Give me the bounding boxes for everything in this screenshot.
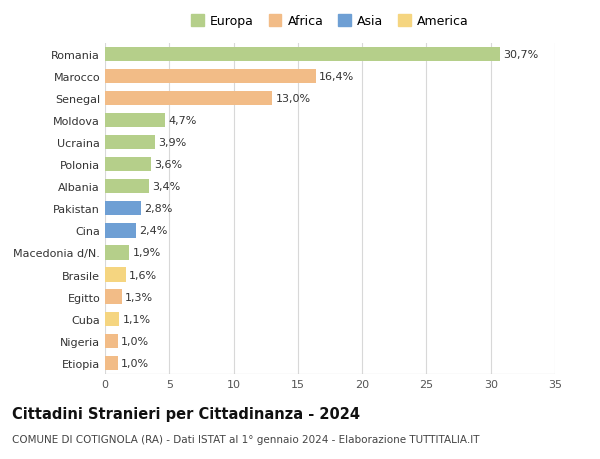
Bar bbox=[105, 356, 118, 370]
Text: 1,9%: 1,9% bbox=[133, 248, 161, 258]
Text: 1,0%: 1,0% bbox=[121, 336, 149, 346]
Text: 4,7%: 4,7% bbox=[169, 116, 197, 126]
Text: 3,6%: 3,6% bbox=[155, 160, 182, 170]
Text: 1,6%: 1,6% bbox=[129, 270, 157, 280]
Bar bbox=[105, 268, 125, 282]
Bar bbox=[105, 69, 316, 84]
Bar bbox=[105, 157, 151, 172]
Bar bbox=[105, 135, 155, 150]
Bar bbox=[105, 202, 141, 216]
Text: 13,0%: 13,0% bbox=[275, 94, 310, 104]
Text: Cittadini Stranieri per Cittadinanza - 2024: Cittadini Stranieri per Cittadinanza - 2… bbox=[12, 406, 360, 421]
Bar bbox=[105, 179, 149, 194]
Bar bbox=[105, 290, 122, 304]
Bar bbox=[105, 91, 272, 106]
Bar bbox=[105, 312, 119, 326]
Bar bbox=[105, 113, 166, 128]
Text: 16,4%: 16,4% bbox=[319, 72, 355, 82]
Text: 2,4%: 2,4% bbox=[139, 226, 167, 236]
Legend: Europa, Africa, Asia, America: Europa, Africa, Asia, America bbox=[188, 13, 472, 31]
Text: 3,4%: 3,4% bbox=[152, 182, 180, 192]
Text: 3,9%: 3,9% bbox=[158, 138, 187, 148]
Text: COMUNE DI COTIGNOLA (RA) - Dati ISTAT al 1° gennaio 2024 - Elaborazione TUTTITAL: COMUNE DI COTIGNOLA (RA) - Dati ISTAT al… bbox=[12, 434, 479, 444]
Text: 1,0%: 1,0% bbox=[121, 358, 149, 368]
Bar bbox=[105, 47, 500, 62]
Text: 30,7%: 30,7% bbox=[503, 50, 538, 60]
Bar bbox=[105, 246, 130, 260]
Text: 1,3%: 1,3% bbox=[125, 292, 153, 302]
Bar bbox=[105, 224, 136, 238]
Text: 2,8%: 2,8% bbox=[144, 204, 173, 214]
Text: 1,1%: 1,1% bbox=[122, 314, 151, 324]
Bar bbox=[105, 334, 118, 348]
